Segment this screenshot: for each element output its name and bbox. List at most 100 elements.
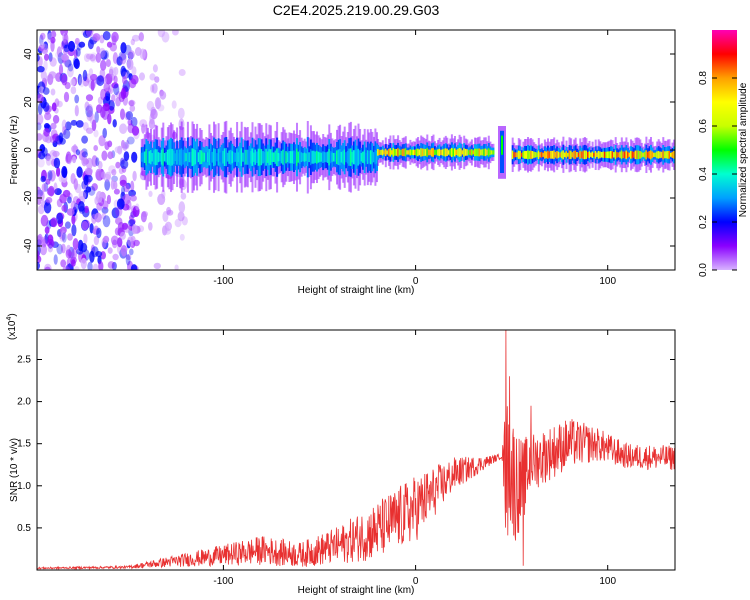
- spectrogram-cell: [37, 239, 42, 246]
- spectrogram-cell: [135, 203, 140, 211]
- spectrogram-cell: [346, 150, 349, 164]
- spectrogram-cell: [63, 44, 70, 53]
- spectrogram-cell: [550, 150, 553, 159]
- spectrogram-cell: [61, 243, 66, 254]
- spectrogram-cell: [83, 233, 88, 245]
- spectrogram-cell: [248, 152, 251, 163]
- spectrogram-cell: [128, 78, 137, 89]
- spectrogram-cell: [103, 50, 109, 60]
- spectrogram-cell: [622, 151, 625, 159]
- spectrogram-cell: [594, 151, 597, 159]
- spectrogram-cell: [37, 236, 46, 246]
- spectrogram-cell: [642, 152, 645, 157]
- spectrogram-cell: [603, 151, 606, 158]
- spectrogram-cell: [37, 93, 44, 104]
- spectrogram-cell: [145, 149, 148, 166]
- spectrogram-cell: [98, 261, 104, 270]
- spectrogram-cell: [103, 82, 110, 92]
- spectrogram-cell: [65, 153, 72, 164]
- spectrogram-ylabel: Frequency (Hz): [9, 116, 20, 185]
- spectrogram-cell: [73, 202, 79, 214]
- spectrogram-cell: [138, 32, 144, 42]
- spectrogram-cell: [262, 151, 265, 164]
- spectrogram-cell: [323, 152, 326, 163]
- spectrogram-cell: [237, 152, 240, 163]
- spectrogram-cell: [562, 150, 565, 160]
- spectrogram-cell: [339, 149, 342, 166]
- spectrogram-cell: [151, 83, 158, 94]
- spectrogram-cell: [343, 149, 346, 165]
- spectrogram-cell: [265, 148, 268, 166]
- spectrogram-cell: [334, 152, 337, 162]
- spectrogram-cell: [406, 150, 409, 155]
- spectrogram-cell: [464, 148, 467, 156]
- spectrogram-x-axis: -100 0 100: [213, 30, 616, 287]
- spectrogram-cell: [116, 56, 123, 66]
- spectrogram-cell: [152, 64, 158, 73]
- spectrogram-cell: [101, 206, 109, 214]
- spectrogram-cell: [156, 149, 159, 166]
- spectrogram-cell: [371, 150, 374, 164]
- spectrogram-cell: [520, 152, 523, 157]
- spectrogram-cell: [71, 259, 76, 267]
- spectrogram-y-axis: -40 -20 0 20 40: [23, 48, 675, 253]
- spectrogram-cell: [423, 148, 426, 156]
- spectrogram-cell: [139, 119, 148, 128]
- spectrogram-cell: [178, 69, 186, 76]
- spectrogram-cell: [180, 192, 187, 200]
- spectrogram-cell: [46, 171, 51, 184]
- spectrogram-cell: [271, 152, 274, 162]
- spectrogram-cell: [256, 151, 259, 163]
- spectrogram-cell: [214, 149, 217, 166]
- spectrogram-cell: [70, 173, 76, 185]
- spectrogram-cell: [53, 182, 58, 194]
- spectrogram-panel: -100 0 100 -40 -20 0 20 40 Height of straight …: [9, 29, 676, 296]
- spectrogram-cell: [130, 194, 137, 202]
- spectrogram-cell: [352, 150, 355, 165]
- spectrogram-cell: [111, 82, 119, 89]
- spectrogram-cell: [279, 153, 282, 162]
- spectrogram-cell: [107, 140, 113, 148]
- spectrogram-cell: [293, 150, 295, 164]
- spectrogram-cell: [320, 152, 323, 162]
- spectrogram-cell: [593, 152, 596, 157]
- spectrogram-cell: [481, 149, 484, 156]
- spectrogram-cell: [466, 149, 469, 156]
- spectrogram-cell: [80, 257, 87, 270]
- spectrogram-cell: [580, 151, 583, 158]
- spectrogram-cell: [73, 49, 78, 58]
- spectrogram-cell: [154, 149, 157, 166]
- spectrogram-cell: [582, 150, 585, 159]
- spectrogram-cell: [89, 112, 95, 124]
- spectrogram-cell: [159, 152, 162, 162]
- spectrogram-cell: [441, 149, 444, 156]
- spectrogram-cell: [354, 149, 357, 166]
- spectrogram-cell: [153, 262, 161, 270]
- spectrogram-cell: [96, 227, 102, 239]
- spectrogram-cell: [378, 149, 381, 155]
- spectrogram-cell: [120, 244, 127, 257]
- spectrogram-cell: [142, 152, 145, 162]
- spectrogram-cell: [438, 148, 441, 156]
- spectrogram-cell: [149, 73, 156, 81]
- spectrogram-cell: [63, 33, 69, 45]
- spectrogram-cell: [50, 122, 57, 130]
- spectrogram-cell: [52, 150, 60, 157]
- spectrogram-cell: [565, 151, 568, 159]
- spectrogram-cell: [547, 150, 549, 159]
- spectrogram-cell: [78, 150, 86, 161]
- spectrogram-cell: [297, 151, 300, 163]
- spectrogram-cell: [210, 151, 212, 164]
- spectrogram-cell: [128, 99, 136, 107]
- spectrogram-cell: [70, 78, 76, 86]
- spectrogram-cell: [37, 113, 44, 125]
- colorbar-tick-label: 0.2: [698, 215, 709, 229]
- spectrogram-cell: [82, 69, 88, 82]
- spectrogram-cell: [492, 150, 495, 155]
- spectrogram-cell: [171, 100, 177, 109]
- spectrogram-cell: [49, 135, 58, 144]
- spectrogram-cell: [109, 73, 116, 81]
- snr-ylabel: SNR (10 * v/v): [9, 438, 20, 502]
- spectrogram-cell: [418, 149, 421, 156]
- spectrogram-cell: [113, 66, 119, 76]
